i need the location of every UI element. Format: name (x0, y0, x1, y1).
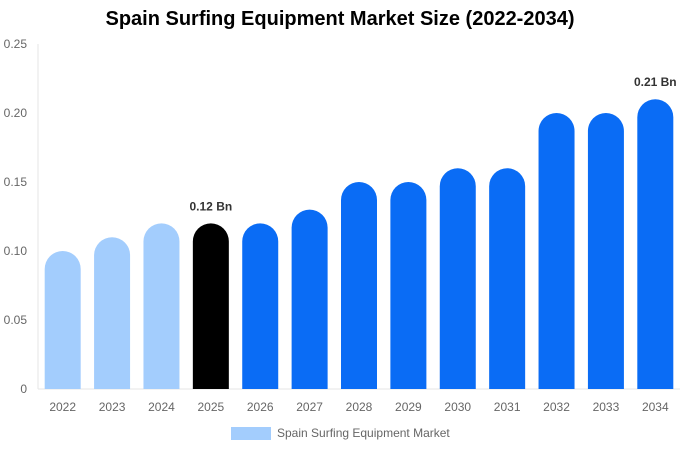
bar-2027 (291, 209, 328, 389)
x-tick-label: 2032 (543, 400, 570, 414)
bars (44, 99, 674, 389)
bar-2034 (637, 99, 674, 389)
legend-label: Spain Surfing Equipment Market (277, 426, 450, 440)
bar-2032 (538, 113, 575, 389)
x-tick-label: 2024 (148, 400, 175, 414)
y-tick-label: 0.10 (4, 244, 28, 258)
axes: 0 0.05 0.10 0.15 0.20 0.25 2022 2023 2024 2025 202… (4, 37, 680, 414)
bar-2026 (242, 223, 279, 389)
y-tick-label: 0 (20, 382, 27, 396)
x-tick-label: 2025 (197, 400, 224, 414)
y-tick-label: 0.15 (4, 175, 28, 189)
x-tick-label: 2028 (346, 400, 373, 414)
bar-2025 (192, 223, 229, 389)
bar-2029 (390, 182, 427, 389)
chart-title: Spain Surfing Equipment Market Size (202… (105, 8, 575, 30)
y-tick-label: 0.25 (4, 37, 28, 51)
bar-2024 (143, 223, 180, 389)
data-label-2034: 0.21 Bn (634, 75, 677, 89)
bar-2031 (489, 168, 526, 389)
bar-2028 (341, 182, 377, 389)
x-tick-label: 2031 (494, 400, 521, 414)
y-tick-label: 0.05 (4, 313, 28, 327)
bar-2023 (94, 237, 131, 389)
x-tick-label: 2033 (593, 400, 620, 414)
x-tick-label: 2026 (247, 400, 274, 414)
x-tick-label: 2030 (444, 400, 471, 414)
x-tick-label: 2027 (296, 400, 323, 414)
legend: Spain Surfing Equipment Market (231, 426, 450, 440)
y-tick-label: 0.20 (4, 106, 28, 120)
x-tick-label: 2022 (49, 400, 76, 414)
data-label-2025: 0.12 Bn (190, 199, 233, 213)
legend-swatch (231, 427, 271, 440)
x-tick-label: 2034 (642, 400, 669, 414)
bar-2022 (44, 251, 81, 389)
x-tick-label: 2023 (99, 400, 126, 414)
data-labels: 0.12 Bn 0.21 Bn (190, 75, 677, 213)
bar-2030 (439, 168, 476, 389)
bar-2033 (587, 113, 624, 389)
x-tick-label: 2029 (395, 400, 422, 414)
